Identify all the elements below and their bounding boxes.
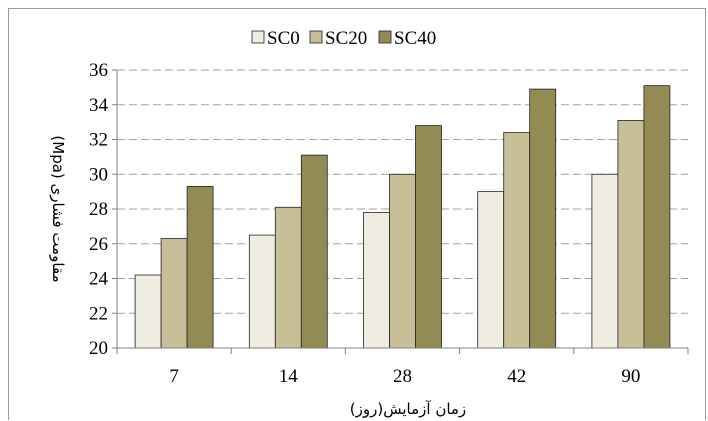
axes: 20 22 24 26 28 30 32 34 36 7 14 28 42 90 xyxy=(89,60,689,387)
y-tick-label: 24 xyxy=(89,269,109,290)
bar-sc0-7 xyxy=(134,274,162,349)
legend-label-sc0: SC0 xyxy=(267,28,300,49)
bar-sc40-28 xyxy=(415,125,442,349)
legend-swatch-sc0 xyxy=(251,30,265,44)
bar-sc0-14 xyxy=(248,234,276,349)
bar-sc20-7 xyxy=(160,238,188,349)
bar-sc0-90 xyxy=(591,173,619,349)
legend-label-sc40: SC40 xyxy=(394,28,436,49)
bar-sc20-42 xyxy=(503,132,531,349)
legend-swatch-sc20 xyxy=(309,30,323,44)
bar-sc40-7 xyxy=(186,186,214,349)
bar-sc20-14 xyxy=(274,206,302,349)
bar-sc40-90 xyxy=(643,85,671,349)
y-tick-label: 34 xyxy=(89,95,109,116)
y-axis-title: مقاومت فشاری (Mpa) xyxy=(49,135,67,282)
x-tick-label: 90 xyxy=(621,366,640,387)
y-tick-label: 26 xyxy=(89,234,108,255)
bar-sc20-90 xyxy=(617,119,645,349)
bar-sc20-28 xyxy=(389,173,416,349)
x-tick-label: 7 xyxy=(169,366,179,387)
x-tick-label: 14 xyxy=(279,366,299,387)
x-tick-label: 28 xyxy=(393,366,412,387)
legend: SC0 SC20 SC40 xyxy=(251,28,436,49)
chart-frame xyxy=(8,8,706,420)
x-tick-label: 42 xyxy=(507,366,526,387)
legend-swatch-sc40 xyxy=(378,30,392,44)
bar-sc40-14 xyxy=(300,154,328,349)
y-tick-label: 36 xyxy=(89,60,108,81)
y-tick-label: 32 xyxy=(89,130,108,151)
bars xyxy=(134,85,671,349)
legend-label-sc20: SC20 xyxy=(325,28,367,49)
x-axis-title: زمان آزمایش(روز) xyxy=(350,400,466,418)
bar-sc0-28 xyxy=(363,212,390,349)
bar-sc40-42 xyxy=(529,88,557,349)
y-tick-label: 22 xyxy=(89,303,108,324)
y-tick-label: 20 xyxy=(89,338,108,359)
y-tick-label: 30 xyxy=(89,164,108,185)
y-tick-label: 28 xyxy=(89,199,108,220)
bar-sc0-42 xyxy=(477,191,505,349)
